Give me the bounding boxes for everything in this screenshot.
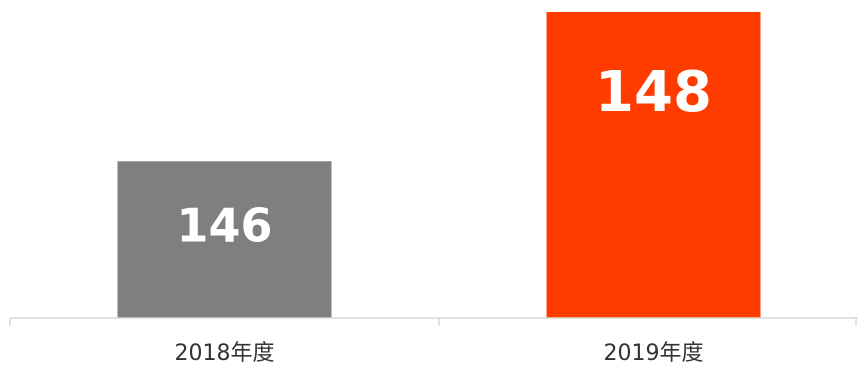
bars-group: 146 148 [117, 12, 761, 318]
bar-1 [546, 12, 761, 318]
bar-value-label-0: 146 [176, 198, 272, 252]
bar-value-label-1: 148 [595, 60, 712, 125]
x-tick-label-1: 2019年度 [604, 341, 704, 366]
x-tick-label-0: 2018年度 [175, 341, 275, 366]
x-axis [9, 317, 858, 326]
x-tick-labels: 2018年度 2019年度 [175, 341, 704, 366]
bar-0 [117, 161, 332, 318]
